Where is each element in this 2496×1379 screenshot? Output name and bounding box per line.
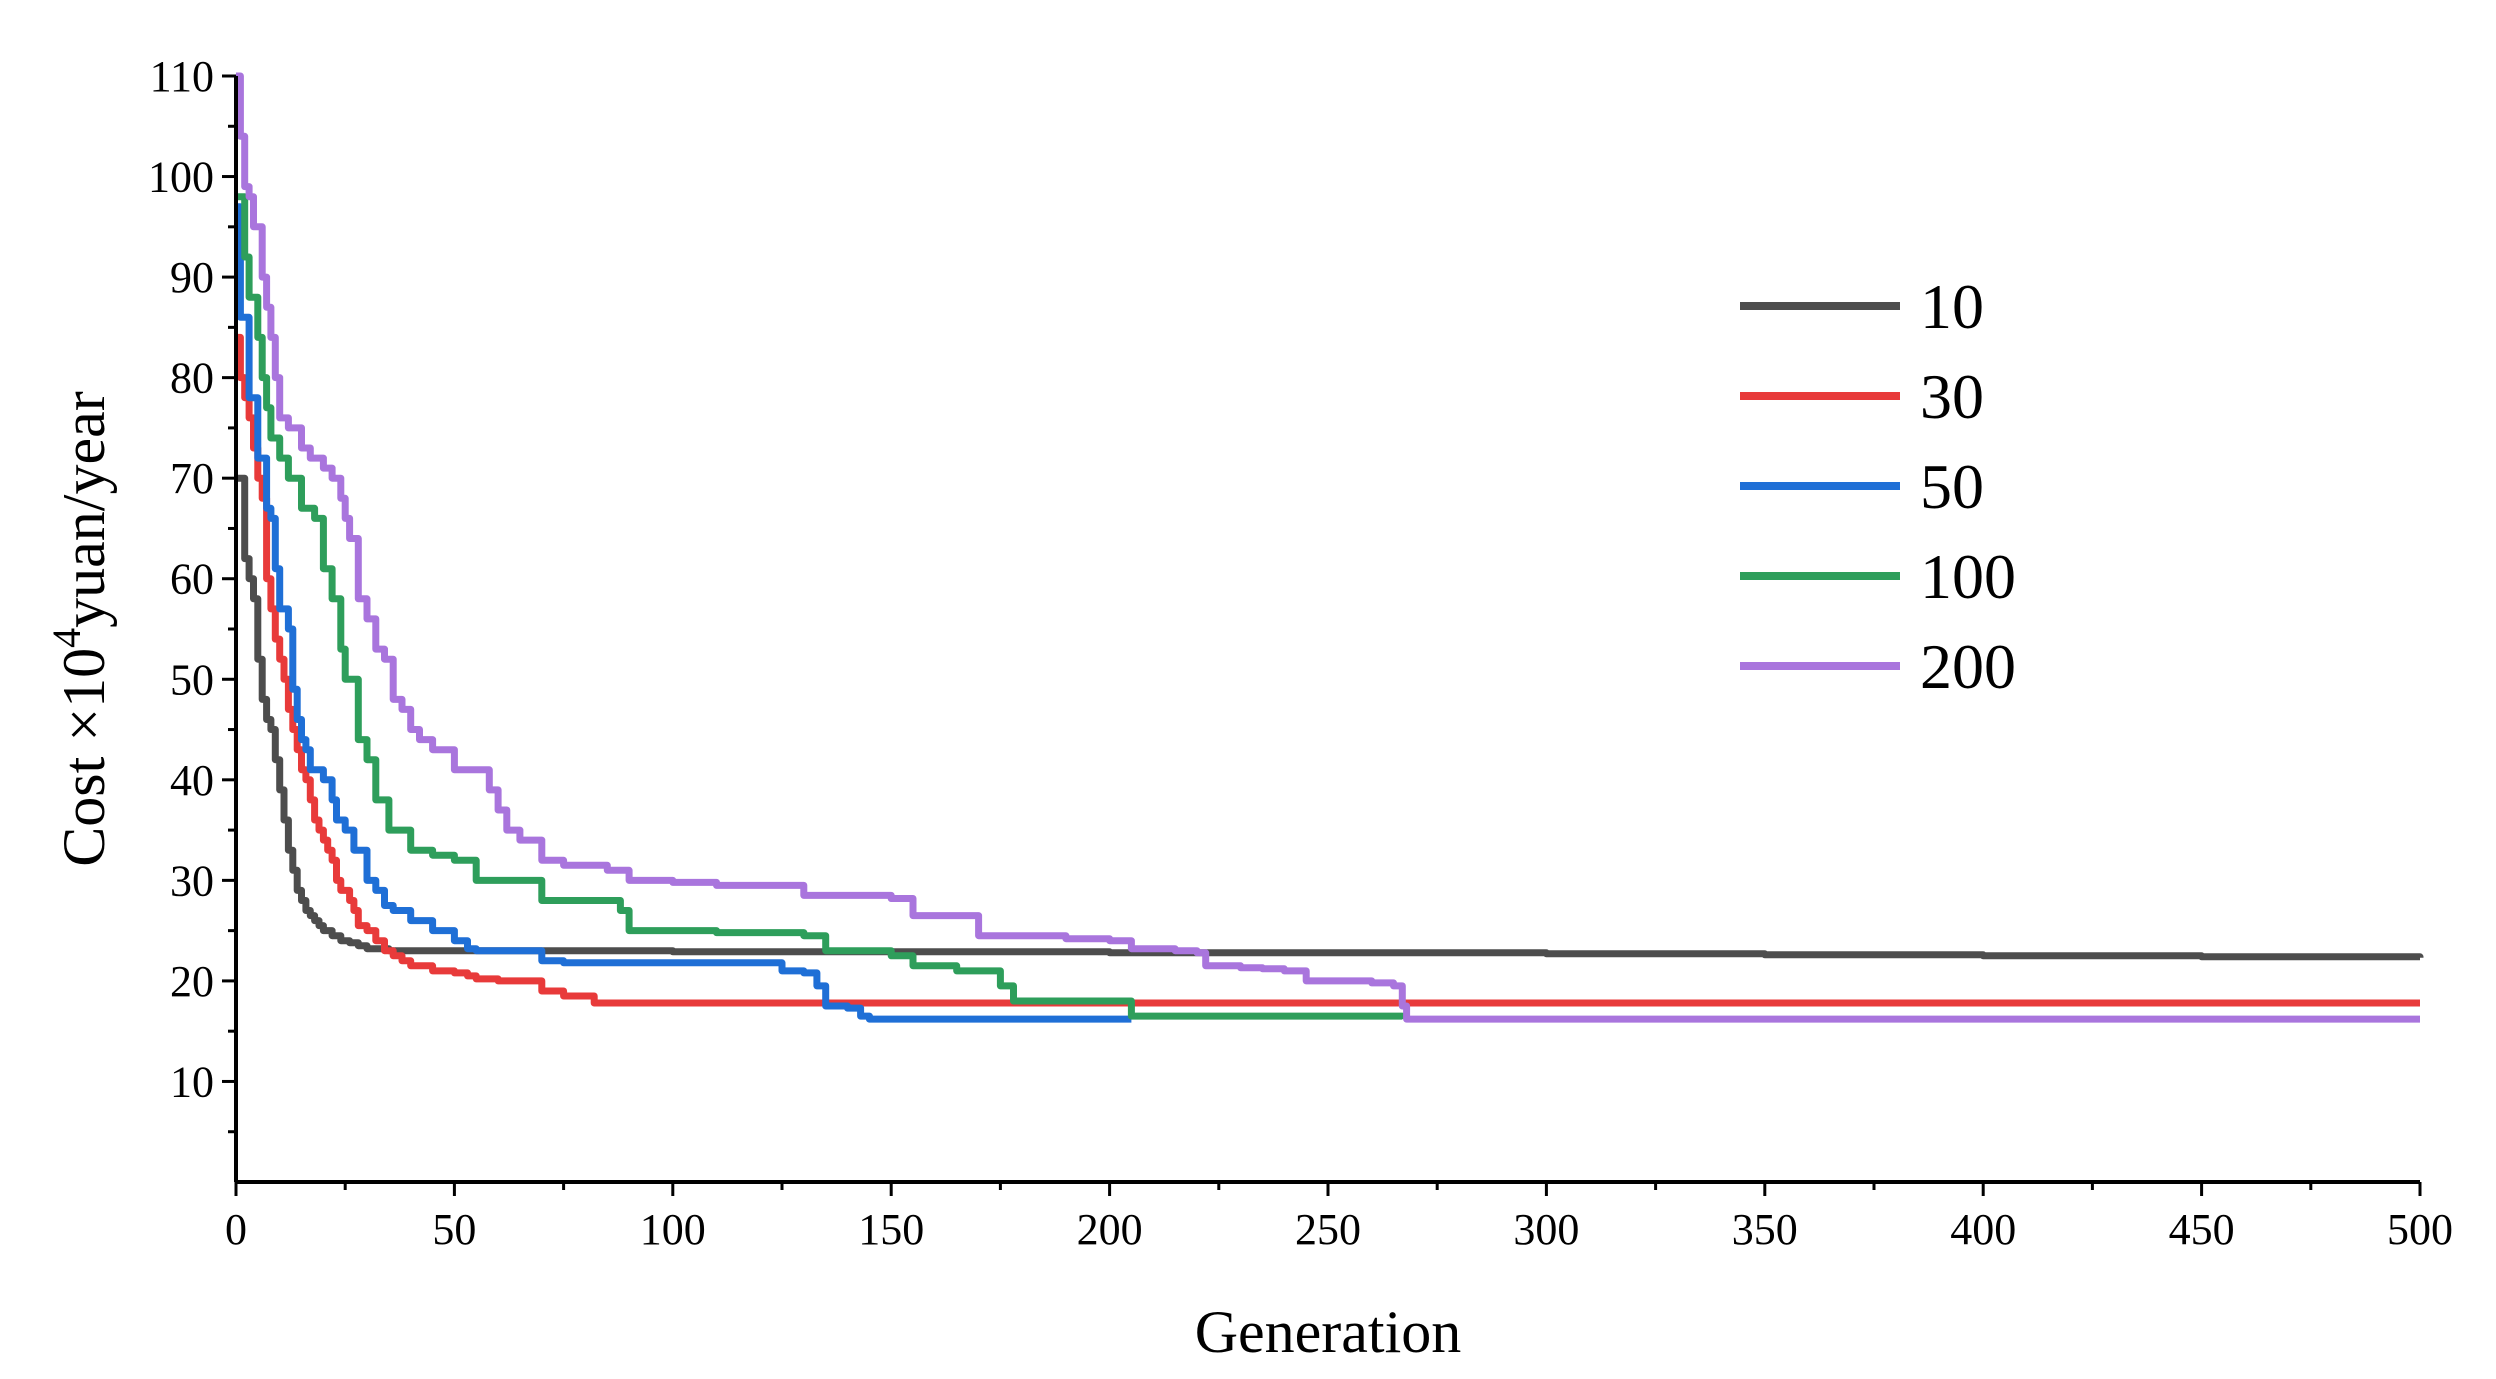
y-axis-title-suffix: yuan/year [51, 391, 117, 628]
x-tick-label: 350 [1732, 1205, 1798, 1254]
legend-label-200: 200 [1920, 631, 2016, 702]
x-axis-title: Generation [1195, 1299, 1462, 1365]
x-tick-label: 400 [1950, 1205, 2016, 1254]
y-tick-label: 60 [170, 555, 214, 604]
series-line-10 [236, 474, 2424, 961]
series-line-30 [236, 333, 2420, 1007]
x-tick-label: 500 [2387, 1205, 2453, 1254]
y-tick-label: 50 [170, 655, 214, 704]
legend-label-50: 50 [1920, 451, 1984, 522]
x-tick-label: 100 [640, 1205, 706, 1254]
y-ticks: 10 20 30 40 50 60 70 80 90 100 110 [148, 52, 236, 1134]
y-tick-label: 40 [170, 756, 214, 805]
y-tick-label: 10 [170, 1057, 214, 1106]
legend-label-100: 100 [1920, 541, 2016, 612]
x-tick-label: 450 [2169, 1205, 2235, 1254]
series-line-200 [236, 72, 2420, 1023]
y-axis-title-prefix: Cost ×10 [51, 648, 117, 867]
legend-label-10: 10 [1920, 271, 1984, 342]
y-tick-label: 90 [170, 253, 214, 302]
x-ticks: 0 50 100 150 200 250 300 350 400 450 500 [225, 1182, 2453, 1254]
legend: 10 30 50 100 200 [1740, 271, 2016, 702]
x-tick-label: 150 [858, 1205, 924, 1254]
x-tick-label: 250 [1295, 1205, 1361, 1254]
x-tick-label: 0 [225, 1205, 247, 1254]
y-tick-label: 70 [170, 454, 214, 503]
y-tick-label: 20 [170, 957, 214, 1006]
y-tick-label: 30 [170, 856, 214, 905]
x-tick-label: 50 [432, 1205, 476, 1254]
y-tick-label: 110 [150, 52, 214, 101]
series-line-100 [236, 193, 1406, 1020]
x-tick-label: 300 [1513, 1205, 1579, 1254]
y-tick-label: 100 [148, 153, 214, 202]
y-tick-label: 80 [170, 354, 214, 403]
y-axis-title: Cost ×104yuan/year [44, 391, 117, 866]
x-tick-label: 200 [1077, 1205, 1143, 1254]
legend-label-30: 30 [1920, 361, 1984, 432]
series-line-50 [236, 203, 1132, 1023]
series-layer [236, 72, 2424, 1023]
y-axis-title-superscript: 4 [44, 628, 89, 648]
